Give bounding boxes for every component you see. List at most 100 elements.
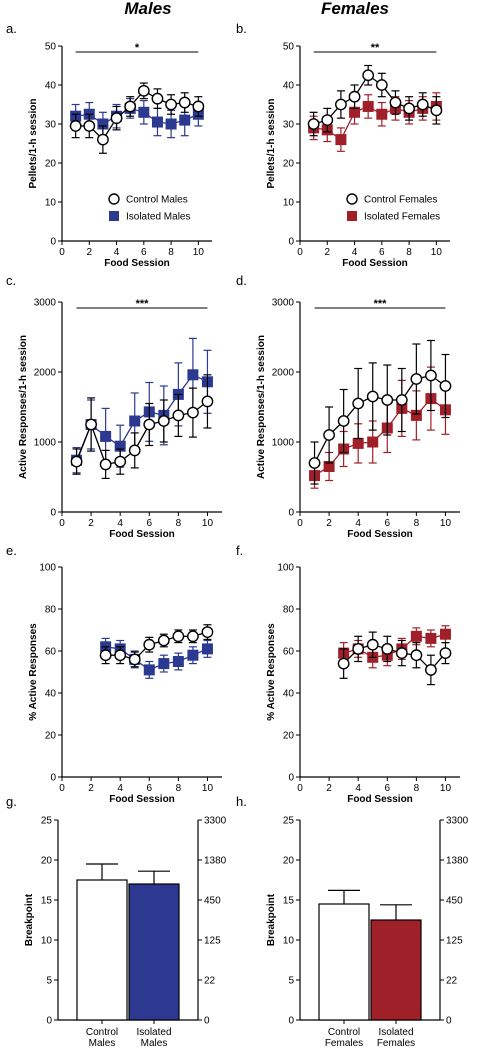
y-tick-label: 0 [46, 1016, 52, 1027]
panel-a: a. 0 10 20 30 40 50 Pellets/1-h session 0 2 4 6 8 10 F… [6, 21, 212, 269]
data-point [376, 108, 388, 120]
category-label: Females [325, 1038, 363, 1049]
right-tick-label: 3300 [204, 816, 227, 827]
right-tick-label: 450 [204, 896, 221, 907]
x-tick-label: 8 [168, 247, 174, 258]
data-point [395, 394, 408, 406]
y-tick-label: 2000 [34, 368, 57, 379]
data-point [151, 116, 163, 128]
data-point [335, 134, 347, 146]
y-tick-label: 10 [41, 936, 53, 947]
legend-marker [108, 193, 120, 205]
data-point [114, 649, 127, 662]
data-point [430, 104, 443, 117]
data-point [366, 638, 379, 651]
data-point [99, 649, 112, 662]
data-point [70, 455, 83, 468]
x-axis-label: Food Session [347, 529, 413, 540]
data-point [439, 647, 452, 659]
data-point [425, 632, 437, 644]
y-tick-label: 40 [283, 689, 295, 700]
y-tick-label: 15 [283, 896, 295, 907]
data-point [416, 98, 429, 111]
y-tick-label: 25 [283, 816, 295, 827]
data-point [85, 418, 97, 431]
significance-marker: *** [374, 298, 388, 310]
y-axis-label: Pellets/1-h session [28, 98, 39, 188]
y-tick-label: 40 [45, 81, 57, 92]
data-point [201, 643, 213, 655]
category-label: Control [328, 1027, 360, 1038]
y-tick-label: 15 [41, 896, 53, 907]
data-point [308, 457, 321, 469]
series-line [75, 90, 199, 141]
y-tick-label: 100 [277, 563, 294, 574]
y-tick-label: 10 [283, 198, 295, 209]
x-tick-label: 2 [326, 518, 332, 529]
x-tick-label: 4 [117, 518, 123, 529]
series-line [75, 400, 208, 466]
data-point [129, 415, 141, 427]
significance-marker: *** [136, 298, 150, 310]
data-point [410, 649, 423, 662]
y-tick-label: 80 [283, 605, 295, 616]
y-tick-label: 60 [45, 647, 57, 658]
y-tick-label: 3000 [272, 298, 295, 309]
column-title-females: Females [321, 0, 389, 18]
series-line [313, 374, 446, 464]
significance-marker: * [135, 42, 140, 54]
legend-label: Isolated Males [126, 212, 190, 223]
data-point [83, 120, 96, 132]
data-point [381, 643, 394, 655]
data-point [425, 369, 437, 382]
data-point [178, 96, 191, 109]
data-point [143, 664, 155, 676]
data-point [403, 102, 415, 115]
y-tick-label: 40 [283, 81, 295, 92]
x-tick-label: 6 [146, 518, 152, 529]
right-tick-label: 22 [446, 976, 458, 987]
y-tick-label: 0 [50, 508, 56, 519]
data-point [143, 418, 156, 431]
category-label: Isolated [378, 1027, 413, 1038]
x-tick-label: 2 [86, 247, 92, 258]
data-point [151, 92, 164, 105]
y-tick-label: 0 [50, 237, 56, 248]
bar [318, 903, 370, 1021]
data-point [439, 628, 451, 640]
right-tick-label: 1380 [446, 856, 469, 867]
category-label: Females [377, 1038, 415, 1049]
legend: Control Females Isolated Females [346, 193, 440, 223]
y-tick-label: 80 [45, 605, 57, 616]
x-axis-label: Food Session [347, 794, 413, 805]
panel-letter: e. [6, 543, 17, 558]
significance-marker: ** [371, 42, 380, 54]
y-tick-label: 5 [288, 976, 294, 987]
panel-e: e. 0 20 40 60 80 100 % Active Responses 0 2 4 6 8 10 F… [6, 543, 222, 805]
x-tick-label: 10 [440, 783, 452, 794]
legend-label: Control Females [364, 195, 437, 206]
x-tick-label: 0 [59, 518, 65, 529]
data-point [352, 397, 365, 410]
right-tick-label: 125 [204, 936, 221, 947]
data-point [138, 106, 150, 118]
x-tick-label: 4 [114, 247, 120, 258]
data-point [124, 100, 137, 113]
panel-letter: a. [6, 21, 17, 36]
y-tick-label: 30 [45, 120, 57, 131]
panel-letter: b. [236, 21, 247, 36]
panel-letter: h. [236, 794, 247, 809]
data-point [395, 647, 408, 659]
series-line [313, 105, 437, 141]
panel-letter: c. [6, 273, 16, 288]
y-axis-label: % Active Responses [28, 623, 39, 721]
data-point [128, 444, 141, 457]
data-point [110, 112, 123, 125]
x-tick-label: 0 [297, 518, 303, 529]
x-tick-label: 8 [414, 783, 420, 794]
y-tick-label: 20 [283, 856, 295, 867]
x-axis-label: Food Session [109, 794, 175, 805]
y-tick-label: 20 [45, 731, 57, 742]
panel-letter: d. [236, 273, 247, 288]
y-tick-label: 0 [288, 1016, 294, 1027]
